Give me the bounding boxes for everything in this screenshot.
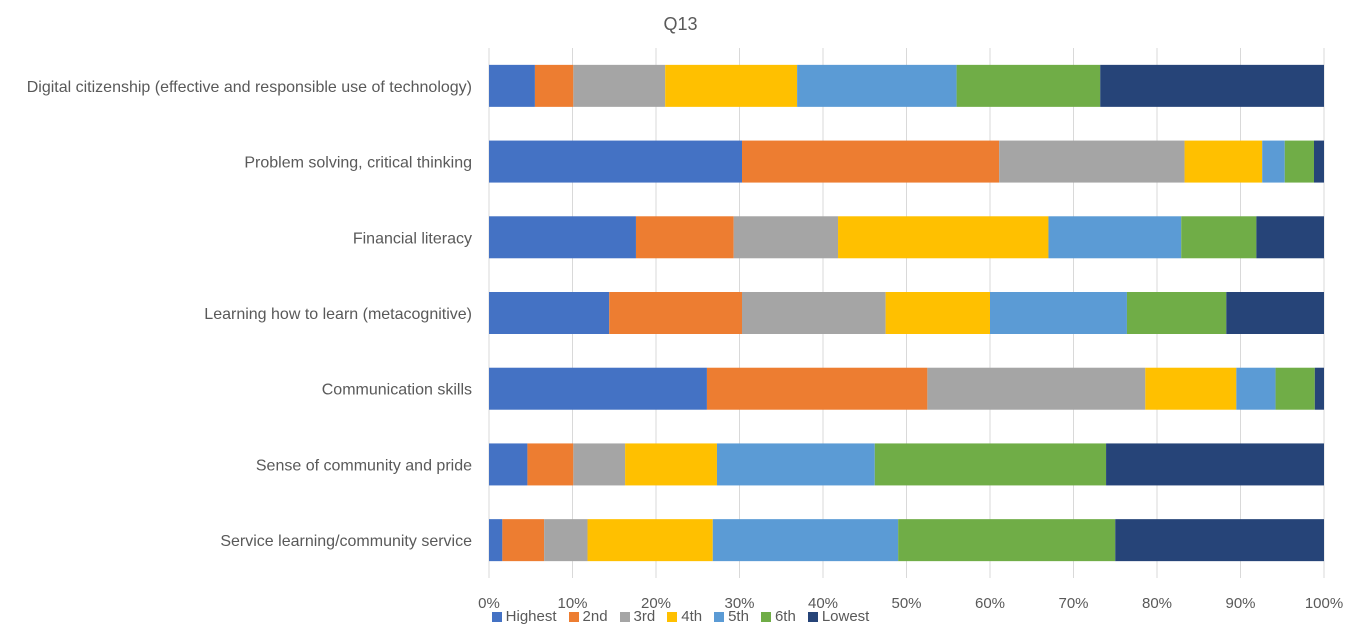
x-tick-label: 30%	[724, 595, 754, 612]
legend-item: 4th	[667, 608, 702, 625]
bar-segment-lowest	[1226, 292, 1324, 334]
legend-label: 2nd	[582, 608, 608, 625]
bar-segment-3rd	[742, 292, 886, 334]
y-category-label: Service learning/community service	[220, 533, 472, 550]
legend-swatch	[714, 611, 725, 622]
x-tick-label: 10%	[557, 595, 587, 612]
legend-item: 6th	[760, 608, 796, 625]
bar-segment-4th	[665, 64, 798, 107]
bar-segment-6th	[1181, 216, 1257, 259]
y-category-label: Communication skills	[322, 382, 472, 399]
bar-segment-highest	[489, 64, 535, 107]
legend-item: Highest	[491, 608, 557, 625]
x-tick-label: 0%	[478, 595, 500, 612]
bar-segment-4th	[838, 216, 1049, 259]
legend-item: 5th	[714, 608, 749, 625]
bar-segment-2nd	[742, 140, 1000, 183]
bar-segment-lowest	[1115, 519, 1324, 562]
bar-segment-highest	[489, 443, 528, 486]
chart-legend: Highest 2nd 3rd 4th 5th 6th Lowest	[0, 608, 1361, 625]
legend-swatch	[807, 611, 818, 622]
bar-segment-6th	[1275, 367, 1315, 410]
x-tick-label: 20%	[641, 595, 671, 612]
y-category-label: Problem solving, critical thinking	[244, 155, 472, 172]
bar-segment-2nd	[635, 216, 734, 259]
bar-segment-2nd	[534, 64, 574, 107]
legend-item: 2nd	[568, 608, 608, 625]
bar-segment-6th	[956, 64, 1101, 107]
bar-segment-5th	[716, 443, 875, 486]
legend-label: 3rd	[633, 608, 656, 625]
bar-segment-3rd	[573, 64, 666, 107]
bar-segment-4th	[1145, 367, 1237, 410]
legend-swatch	[568, 611, 579, 622]
x-tick-label: 90%	[1225, 595, 1255, 612]
bar-segment-5th	[990, 292, 1127, 334]
legend-label: 6th	[774, 608, 796, 625]
bar-segment-6th	[1126, 292, 1227, 334]
x-tick-label: 100%	[1305, 595, 1343, 612]
x-tick-label: 80%	[1142, 595, 1172, 612]
bar-segment-3rd	[927, 367, 1146, 410]
bar-segment-5th	[797, 64, 957, 107]
x-tick-label: 40%	[808, 595, 838, 612]
legend-item: Lowest	[807, 608, 870, 625]
bar-segment-3rd	[999, 140, 1185, 183]
x-tick-label: 70%	[1058, 595, 1088, 612]
bar-segment-4th	[885, 292, 990, 334]
bar-segment-6th	[874, 443, 1107, 486]
legend-swatch	[491, 611, 502, 622]
bar-segment-4th	[625, 443, 717, 486]
x-tick-label: 50%	[891, 595, 921, 612]
bar-segment-lowest	[1100, 64, 1324, 107]
legend-swatch	[760, 611, 771, 622]
bar-segment-3rd	[544, 519, 588, 562]
bar-segment-highest	[489, 519, 503, 562]
legend-item: 3rd	[619, 608, 656, 625]
y-category-label: Digital citizenship (effective and respo…	[27, 79, 472, 96]
bar-segment-lowest	[1256, 216, 1324, 259]
legend-label: 4th	[681, 608, 703, 625]
bar-segment-highest	[489, 216, 636, 259]
bar-segment-4th	[1184, 140, 1263, 183]
bar-segment-2nd	[502, 519, 545, 562]
bar-segment-5th	[1262, 140, 1285, 183]
bar-segment-5th	[712, 519, 899, 562]
bar-segment-3rd	[733, 216, 839, 259]
y-category-label: Financial literacy	[353, 230, 472, 247]
y-category-label: Learning how to learn (metacognitive)	[204, 306, 472, 323]
bar-segment-6th	[898, 519, 1116, 562]
y-category-label: Sense of community and pride	[256, 457, 472, 474]
legend-label: Lowest	[821, 608, 870, 625]
bar-segment-highest	[489, 140, 743, 183]
chart-title: Q13	[663, 14, 698, 34]
bar-segment-2nd	[706, 367, 928, 410]
bar-segment-highest	[489, 292, 610, 334]
bar-segment-3rd	[573, 443, 626, 486]
bar-segment-2nd	[527, 443, 574, 486]
bar-segment-5th	[1236, 367, 1276, 410]
legend-swatch	[619, 611, 630, 622]
legend-swatch	[667, 611, 678, 622]
bar-segment-lowest	[1314, 367, 1324, 410]
bar-segment-lowest	[1106, 443, 1324, 486]
bar-segment-2nd	[609, 292, 743, 334]
legend-label: Highest	[505, 608, 557, 625]
bar-segment-6th	[1284, 140, 1314, 183]
legend-label: 5th	[728, 608, 749, 625]
x-tick-label: 60%	[975, 595, 1005, 612]
bar-segment-4th	[587, 519, 713, 562]
bar-segment-highest	[489, 367, 707, 410]
bar-segment-5th	[1048, 216, 1182, 259]
bar-segment-lowest	[1313, 140, 1324, 183]
